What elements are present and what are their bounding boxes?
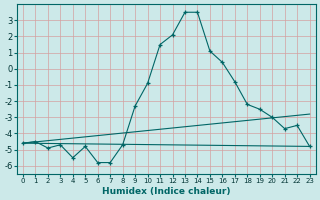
X-axis label: Humidex (Indice chaleur): Humidex (Indice chaleur)	[102, 187, 230, 196]
